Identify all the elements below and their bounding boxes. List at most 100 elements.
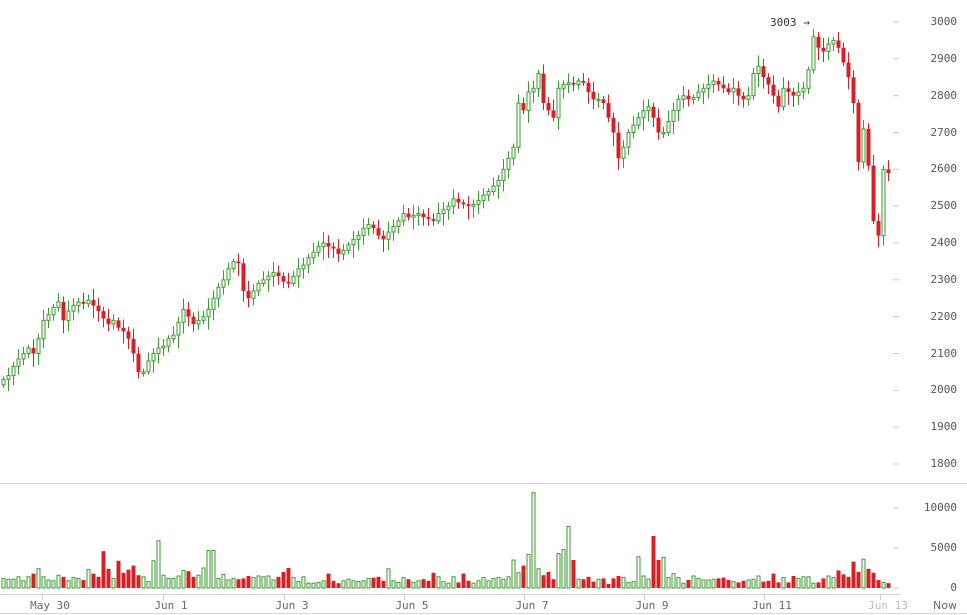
candle-body-up <box>76 301 81 307</box>
volume-bar-down <box>616 576 621 588</box>
volume-bar-up <box>811 582 816 589</box>
candle-body-up <box>206 308 211 318</box>
candle-body-up <box>221 279 226 288</box>
volume-bar-up <box>526 553 531 589</box>
candle-body-down <box>136 353 141 372</box>
candle-body-down <box>106 318 111 325</box>
candle-body-up <box>306 257 311 266</box>
volume-bar-down <box>776 582 781 588</box>
volume-bar-up <box>576 578 581 589</box>
candle-body-up <box>496 179 501 187</box>
volume-bar-up <box>646 578 651 589</box>
candle-body-up <box>511 146 516 159</box>
candle-body-down <box>591 91 596 100</box>
candle-body-up <box>341 249 346 255</box>
candle-body-up <box>151 353 156 362</box>
volume-bar-up <box>701 579 706 589</box>
volume-bar-up <box>296 581 301 589</box>
volume-bar-up <box>311 582 316 589</box>
time-tick-label: Jun 11 <box>752 599 792 612</box>
candle-body-down <box>581 80 586 83</box>
candle-body-up <box>531 87 536 93</box>
volume-bar-up <box>111 577 116 589</box>
volume-bar-down <box>466 580 471 588</box>
volume-bar-down <box>771 573 776 588</box>
price-tick-label: 2100 <box>930 346 958 360</box>
volume-bar-up <box>696 577 701 589</box>
volume-bar-down <box>601 578 606 588</box>
volume-bar-up <box>691 575 696 589</box>
volume-bar-up <box>566 525 571 589</box>
candle-body-down <box>541 73 546 104</box>
candle-body-up <box>146 360 151 373</box>
volume-bar-up <box>141 576 146 589</box>
volume-bar-down <box>606 584 611 588</box>
candle-body-up <box>621 146 626 159</box>
volume-bar-down <box>786 582 791 588</box>
candle-body-down <box>456 198 461 203</box>
volume-bar-up <box>341 580 346 589</box>
now-label[interactable]: Now <box>933 599 957 612</box>
volume-bar-up <box>171 577 176 589</box>
candle-body-down <box>326 243 331 247</box>
volume-bar-up <box>166 577 171 589</box>
candle-body-up <box>86 299 91 305</box>
candle-body-down <box>331 246 336 249</box>
candle-body-up <box>661 132 666 135</box>
candle-body-down <box>131 338 136 354</box>
candle-body-down <box>121 327 126 332</box>
candle-body-up <box>391 225 396 233</box>
candle-body-down <box>466 204 471 207</box>
volume-bar-up <box>46 579 51 589</box>
candle-body-up <box>746 95 751 100</box>
volume-bar-down <box>741 580 746 588</box>
candle-body-up <box>486 190 491 196</box>
volume-bar-down <box>871 572 876 588</box>
volume-axis-ticks <box>893 507 899 589</box>
candle-body-up <box>826 43 831 52</box>
candle-body-up <box>681 95 686 100</box>
time-tick-label: Jun 7 <box>515 599 549 612</box>
volume-bar-down <box>551 579 556 588</box>
candle-body-down <box>431 219 436 221</box>
candle-body-up <box>711 80 716 86</box>
candle-body-down <box>126 331 131 339</box>
candle-body-down <box>371 224 376 229</box>
volume-bar-up <box>676 577 681 589</box>
volume-bar-down <box>246 576 251 588</box>
volume-bar-up <box>361 580 366 589</box>
candle-body-up <box>261 279 266 285</box>
volume-bar-up <box>271 579 276 589</box>
candle-body-down <box>101 311 106 319</box>
volume-bar-down <box>236 579 241 588</box>
candle-body-up <box>566 82 571 86</box>
candle-body-down <box>276 272 281 277</box>
volume-bar-down <box>241 578 246 588</box>
candle-body-up <box>526 91 531 111</box>
candle-body-up <box>201 316 206 321</box>
volume-bar-down <box>381 580 386 588</box>
candle-body-up <box>756 65 761 75</box>
candle-body-up <box>491 185 496 192</box>
volume-bar-up <box>826 575 831 589</box>
candle-body-up <box>481 194 486 202</box>
volume-bar-up <box>731 581 736 589</box>
candle-body-up <box>796 91 801 97</box>
volume-bar-down <box>726 580 731 588</box>
candle-body-up <box>536 73 541 89</box>
volume-bar-up <box>671 573 676 589</box>
candle-body-down <box>241 263 246 291</box>
candle-body-down <box>791 91 796 96</box>
candle-body-down <box>656 117 661 133</box>
volume-bar-up <box>211 549 216 589</box>
volume-bar-down <box>126 569 131 588</box>
candle-body-down <box>586 82 591 92</box>
volume-bar-down <box>686 580 691 588</box>
volume-bar-down <box>611 578 616 588</box>
time-tick-label: Jun 9 <box>635 599 669 612</box>
volume-bar-down <box>336 583 341 588</box>
candle-body-down <box>61 301 66 321</box>
volume-bar-down <box>101 551 106 588</box>
candle-body-up <box>416 213 421 216</box>
